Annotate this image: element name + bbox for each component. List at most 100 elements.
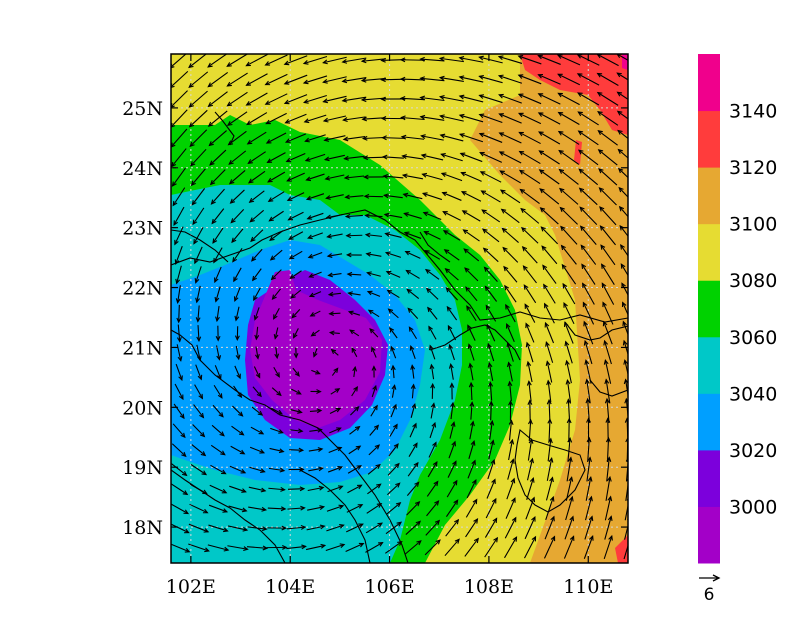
wind-arrow (345, 523, 364, 533)
lat-label: 25N (122, 98, 163, 120)
wind-arrow (429, 421, 437, 439)
wind-arrow (361, 135, 385, 141)
wind-arrow (449, 421, 456, 439)
colorbar: 3140 3120 3100 3080 3060 3040 3020 3000 (698, 54, 777, 564)
wind-arrow (409, 422, 417, 438)
wind-arrow (600, 244, 616, 266)
wind-arrow (251, 406, 264, 416)
wind-arrow (234, 365, 241, 380)
wind-arrow (405, 520, 422, 535)
wind-arrow (504, 284, 517, 303)
wind-arrow (330, 348, 339, 356)
wind-arrow (190, 168, 206, 187)
wind-arrow (584, 378, 591, 404)
colorbar-segment (698, 336, 720, 394)
wind-arrow (211, 208, 225, 225)
wind-arrow (444, 268, 459, 281)
wind-arrow (267, 171, 286, 183)
lat-label: 21N (122, 337, 163, 359)
wind-arrow (327, 485, 344, 493)
wind-arrow (603, 359, 612, 384)
wind-arrow (273, 327, 279, 340)
wind-arrow (380, 115, 406, 121)
wind-arrow (230, 445, 246, 455)
wind-arrow (524, 303, 536, 323)
wind-arrow (171, 483, 189, 496)
wind-arrow (174, 383, 184, 401)
wind-arrow (383, 193, 403, 199)
wind-arrow (386, 289, 400, 299)
wind-arrow (234, 306, 240, 322)
wind-arrow (410, 402, 417, 418)
wind-arrow (498, 132, 522, 144)
wind-arrow (291, 388, 302, 395)
wind-arrow (248, 506, 268, 512)
wind-arrow (409, 345, 416, 359)
wind-arrow (421, 172, 443, 181)
wind-arrow (465, 498, 478, 518)
wind-arrow (173, 403, 185, 420)
wind-arrow (306, 212, 324, 220)
wind-arrow (606, 456, 612, 482)
wind-arrow (270, 407, 284, 415)
wind-arrow (172, 187, 186, 207)
wind-arrow (406, 481, 420, 496)
wind-arrow (308, 466, 324, 472)
wind-arrow (425, 287, 439, 300)
wind-arrow (447, 324, 457, 341)
wind-arrow (585, 495, 593, 521)
wind-arrow (407, 461, 419, 477)
wind-arrow (322, 76, 347, 84)
wind-arrow (350, 406, 360, 416)
wind-arrow (188, 90, 208, 108)
wind-arrow (227, 545, 249, 552)
wind-arrow (293, 328, 299, 339)
wind-arrow (444, 538, 460, 557)
wind-arrow (246, 112, 268, 126)
wind-arrow (541, 245, 558, 265)
wind-arrow (564, 515, 575, 540)
wind-arrow (577, 130, 599, 146)
wind-arrow (286, 172, 305, 182)
wind-arrow (383, 212, 403, 219)
wind-arrow (269, 249, 283, 261)
wind-arrow (465, 518, 479, 538)
wind-arrow (371, 346, 377, 358)
wind-arrow (349, 425, 361, 435)
wind-arrow (558, 168, 579, 185)
latitude-axis: 25N 24N 23N 22N 21N 20N 19N 18N (122, 98, 628, 539)
wind-arrow (387, 462, 400, 476)
wind-arrow (538, 131, 561, 145)
wind-arrow (468, 439, 476, 459)
wind-arrow (405, 269, 420, 279)
wind-arrow (542, 264, 557, 284)
wind-arrow (327, 465, 344, 473)
wind-arrow (604, 397, 610, 424)
wind-arrow (251, 248, 263, 262)
wind-arrow (485, 304, 497, 322)
wind-arrow (249, 209, 265, 223)
wind-arrow (537, 73, 561, 85)
wind-arrow (188, 109, 208, 128)
wind-arrow (526, 457, 535, 481)
wind-arrow (381, 135, 405, 141)
wind-arrow (429, 344, 436, 360)
colorbar-label: 3000 (729, 496, 777, 518)
wind-arrow (600, 263, 615, 285)
wind-arrow (522, 265, 537, 284)
wind-arrow (481, 228, 500, 243)
wind-arrow (517, 112, 542, 125)
wind-arrow (565, 378, 572, 403)
wind-arrow (410, 383, 416, 399)
wind-arrow (508, 438, 515, 461)
wind-arrow (546, 379, 552, 403)
wind-arrow (467, 459, 476, 479)
wind-arrow (596, 72, 619, 86)
wind-arrow (291, 308, 301, 319)
wind-arrow (271, 387, 282, 397)
lon-label: 104E (265, 576, 315, 598)
wind-arrow (234, 326, 240, 342)
wind-arrow (426, 480, 439, 497)
wind-arrow (311, 369, 321, 375)
wind-arrow (371, 365, 377, 378)
